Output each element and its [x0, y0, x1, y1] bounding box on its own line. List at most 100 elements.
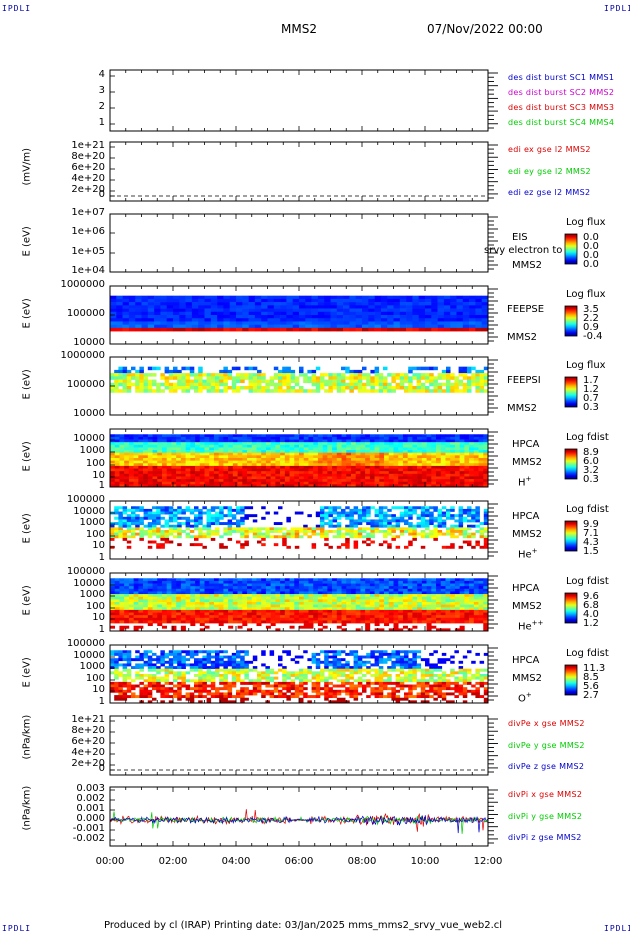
spectrogram-cell — [133, 588, 139, 592]
spectrogram-cell — [429, 530, 434, 533]
spectrogram-cell — [374, 373, 380, 377]
spectrogram-cell — [218, 615, 224, 619]
spectrogram-cell — [110, 376, 115, 380]
spectrogram-cell — [152, 620, 158, 624]
spectrogram-cell — [475, 308, 482, 313]
spectrogram-cell — [157, 471, 163, 475]
spectrogram-cell — [341, 444, 347, 448]
spectrogram-cell — [122, 537, 128, 541]
spectrogram-cell — [383, 516, 388, 520]
spectrogram-cell — [341, 583, 347, 587]
spectrogram-cell — [242, 327, 249, 332]
spectrogram-cell — [437, 318, 445, 322]
spectrogram-cell — [160, 308, 167, 313]
spectrogram-cell — [199, 452, 205, 456]
spectrogram-cell — [379, 615, 385, 619]
spectrogram-cell — [407, 617, 413, 621]
spectrogram-cell — [236, 324, 243, 329]
spectrogram-cell — [133, 604, 139, 608]
spectrogram-cell — [157, 481, 163, 485]
spectrogram-cell — [308, 588, 314, 592]
spectrogram-cell — [481, 308, 489, 313]
spectrogram-cell — [110, 458, 116, 461]
spectrogram-cell — [378, 519, 384, 523]
spectrogram-cell — [313, 471, 319, 475]
spectrogram-cell — [353, 382, 359, 387]
spectrogram-cell — [294, 484, 300, 488]
spectrogram-cell — [332, 373, 338, 377]
spectrogram-cell — [244, 376, 249, 380]
spectrogram-cell — [289, 602, 295, 605]
spectrogram-cell — [122, 516, 128, 520]
spectrogram-cell — [204, 484, 210, 488]
spectrogram-cell — [393, 586, 399, 590]
spectrogram-cell — [280, 594, 286, 598]
spectrogram-cell — [133, 460, 139, 464]
spectrogram-cell — [308, 617, 314, 621]
spectrogram-cell — [483, 617, 489, 621]
spectrogram-cell — [152, 460, 158, 464]
spectrogram-cell — [332, 511, 338, 515]
spectrogram-cell — [362, 327, 369, 332]
spectrogram-cell — [469, 604, 475, 608]
spectrogram-cell — [305, 295, 312, 300]
spectrogram-cell — [383, 389, 388, 393]
spectrogram-cell — [257, 532, 262, 536]
spectrogram-cell — [270, 591, 276, 595]
spectrogram-cell — [391, 537, 396, 541]
spectrogram-cell — [407, 452, 413, 456]
spectrogram-cell — [275, 481, 281, 485]
spectrogram-cell — [407, 468, 413, 472]
spectrogram-cell — [374, 318, 382, 322]
spectrogram-cell — [242, 315, 249, 319]
spectrogram-cell — [395, 545, 401, 549]
spectrogram-cell — [176, 442, 182, 446]
spectrogram-cell — [209, 596, 215, 600]
spectrogram-cell — [420, 511, 426, 515]
spectrogram-cell — [157, 447, 163, 451]
spectrogram-cell — [143, 471, 149, 475]
spectrogram-cell — [462, 373, 468, 377]
spectrogram-cell — [143, 508, 149, 512]
spectrogram-cell — [171, 599, 177, 603]
spectrogram-cell — [240, 519, 245, 523]
spectrogram-cell — [418, 318, 426, 322]
spectrogram-cell — [454, 458, 460, 461]
spectrogram-cell — [483, 444, 489, 448]
spectrogram-cell — [124, 484, 130, 488]
spectrogram-cell — [133, 620, 139, 624]
spectrogram-cell — [286, 302, 293, 306]
spectrogram-cell — [152, 586, 158, 590]
spectrogram-cell — [478, 436, 484, 440]
spectrogram-cell — [399, 315, 407, 319]
spectrogram-cell — [459, 434, 465, 438]
spectrogram-cell — [152, 382, 157, 387]
spectrogram-cell — [128, 602, 134, 605]
spectrogram-cell — [384, 594, 390, 598]
spectrogram-cell — [462, 382, 468, 387]
spectrogram-cell — [227, 527, 233, 531]
spectrogram-cell — [237, 442, 243, 446]
spectrogram-cell — [141, 327, 149, 332]
spectrogram-cell — [213, 484, 219, 488]
spectrogram-cell — [459, 442, 465, 446]
spectrogram-cell — [204, 612, 210, 616]
spectrogram-cell — [237, 439, 243, 443]
spectrogram-cell — [328, 376, 333, 380]
spectrogram-cell — [313, 458, 319, 461]
spectrogram-cell — [469, 305, 476, 309]
spectrogram-cell — [189, 386, 195, 390]
spectrogram-cell — [251, 479, 257, 483]
spectrogram-cell — [437, 522, 443, 526]
spectrogram-cell — [294, 436, 300, 440]
spectrogram-cell — [247, 588, 253, 592]
spectrogram-cell — [166, 580, 172, 584]
spectrogram-cell — [441, 382, 447, 387]
spectrogram-cell — [445, 607, 451, 611]
spectrogram-cell — [242, 455, 248, 459]
spectrogram-cell — [299, 315, 306, 319]
spectrogram-cell — [393, 439, 399, 443]
spectrogram-cell — [114, 484, 120, 488]
spectrogram-cell — [284, 604, 290, 608]
